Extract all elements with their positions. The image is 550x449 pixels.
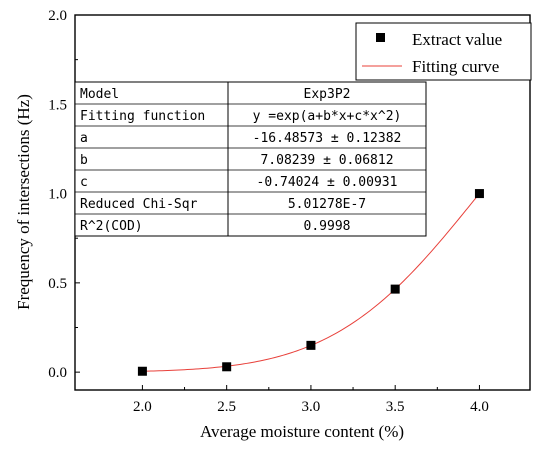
fit-results-table: Model Exp3P2 Fitting function y =exp(a+b*x+… (74, 81, 427, 237)
legend-label-fitting-curve: Fitting curve (412, 57, 499, 76)
x-tick-label: 2.5 (217, 399, 236, 415)
y-tick-label: 0.0 (48, 365, 67, 381)
data-point (474, 189, 484, 199)
fit-table-key: a (80, 131, 88, 146)
scatter-points (137, 189, 484, 376)
data-point (390, 284, 400, 294)
y-axis-ticks: 0.0 0.5 1.0 1.5 2.0 (48, 8, 80, 381)
fit-table-key: c (80, 175, 88, 190)
legend-label-extract-value: Extract value (412, 30, 502, 49)
fit-table-key: R^2(COD) (80, 219, 143, 234)
y-axis-label: Frequency of intersections (Hz) (14, 94, 33, 310)
fit-table-value: 5.01278E-7 (288, 197, 366, 212)
x-tick-label: 4.0 (470, 399, 489, 415)
x-tick-label: 3.5 (386, 399, 405, 415)
fit-table-key: Fitting function (80, 109, 205, 124)
x-tick-label: 2.0 (133, 399, 152, 415)
y-tick-label: 1.0 (48, 187, 67, 203)
fit-table-key: Reduced Chi-Sqr (80, 197, 198, 212)
y-tick-label: 2.0 (48, 8, 67, 24)
fit-table-value: 0.9998 (304, 219, 351, 234)
fit-table-value: -0.74024 ± 0.00931 (257, 175, 398, 190)
y-tick-label: 0.5 (48, 276, 67, 292)
fit-table-value: -16.48573 ± 0.12382 (253, 131, 402, 146)
legend-box (355, 22, 532, 81)
y-tick-label: 1.5 (48, 97, 67, 113)
x-axis-ticks: 2.0 2.5 3.0 3.5 4.0 (133, 385, 489, 415)
data-point (306, 340, 316, 350)
fit-table-key: Model (80, 87, 119, 102)
fit-table-border (74, 81, 427, 237)
x-axis-label: Average moisture content (%) (200, 422, 404, 441)
fit-table-value: 7.08239 ± 0.06812 (260, 153, 393, 168)
data-point (137, 366, 147, 376)
data-point (222, 362, 232, 372)
fit-table-key: b (80, 153, 88, 168)
legend: Extract value Fitting curve (355, 22, 532, 81)
legend-marker-extract-value (376, 33, 385, 42)
fit-table-value: Exp3P2 (304, 87, 351, 102)
fit-table-value: y =exp(a+b*x+c*x^2) (253, 109, 402, 124)
x-tick-label: 3.0 (302, 399, 321, 415)
